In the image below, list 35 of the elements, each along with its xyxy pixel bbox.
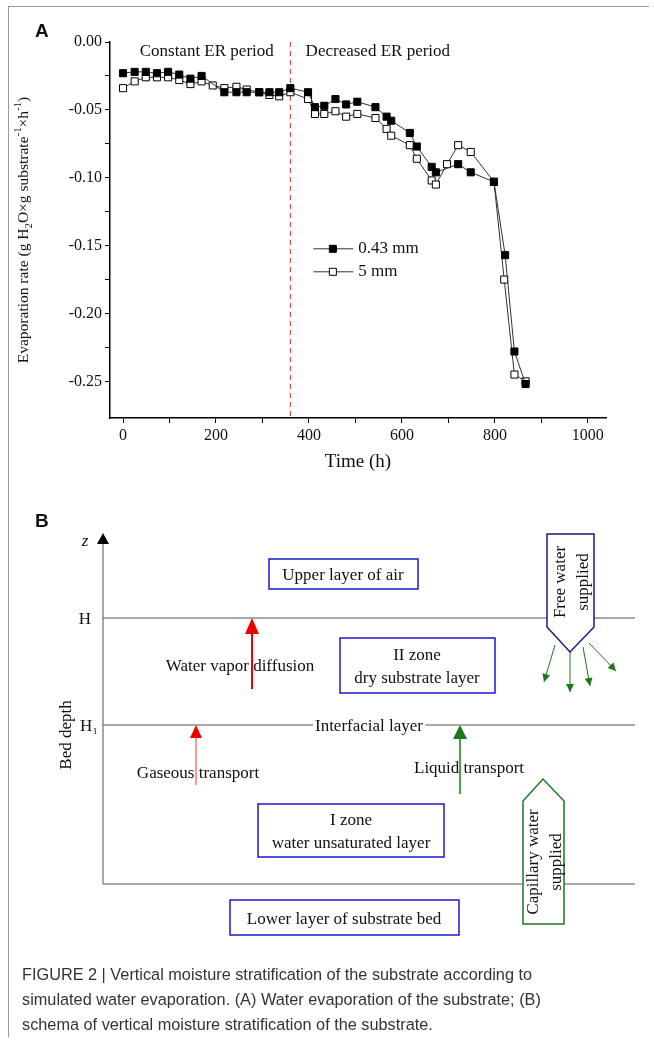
- text: B: [35, 510, 49, 532]
- text: z: [80, 531, 89, 550]
- text: H₁: [79, 716, 99, 735]
- y-tick-label: -0.15: [68, 235, 102, 253]
- text: Lower layer of substrate bed: [246, 909, 442, 928]
- y-tick-label: -0.10: [68, 167, 102, 185]
- text: Gaseous transport: [136, 763, 260, 782]
- text: Bed depth: [56, 699, 75, 770]
- text: I zone water unsaturated layer: [271, 809, 431, 852]
- text: Interfacial layer: [314, 716, 424, 735]
- text: Free water supplied: [549, 545, 592, 619]
- x-tick-label: 400: [296, 425, 321, 443]
- y-tick-label: -0.20: [68, 303, 102, 321]
- annotation: Decreased ER period: [305, 41, 451, 61]
- x-tick-label: 200: [203, 425, 228, 443]
- y-tick-label: -0.05: [68, 100, 102, 118]
- text: Upper layer of air: [282, 565, 404, 584]
- legend-label: 0.43 mm: [358, 238, 419, 258]
- text: Liquid transport: [413, 758, 525, 777]
- text: II zone dry substrate layer: [354, 644, 481, 687]
- x-axis-title: Time (h): [324, 449, 392, 472]
- x-tick-label: 600: [389, 425, 414, 443]
- caption: FIGURE 2 | Vertical moisture stratification of the substrate according to simulated water evaporation. (A) Water evaporation of the substrate; (B) schema of vertical moisture stratification of the substrate.: [22, 964, 542, 1035]
- legend-label: 5 mm: [358, 261, 398, 281]
- annotation: Constant ER period: [139, 41, 275, 61]
- y-tick-label: -0.25: [68, 371, 102, 389]
- x-tick-label: 1000: [571, 425, 604, 443]
- chart-title: A: [35, 20, 49, 42]
- text: Capillary water supplied: [522, 809, 565, 915]
- y-axis-title: Evaporation rate (g H2O×g substrate-1×h-1): [11, 96, 34, 364]
- x-tick-label: 800: [482, 425, 507, 443]
- y-tick-label: 0.00: [74, 32, 102, 50]
- text: Water vapor diffusion: [165, 656, 315, 675]
- text: H: [78, 609, 92, 628]
- x-tick-label: 0: [119, 425, 128, 443]
